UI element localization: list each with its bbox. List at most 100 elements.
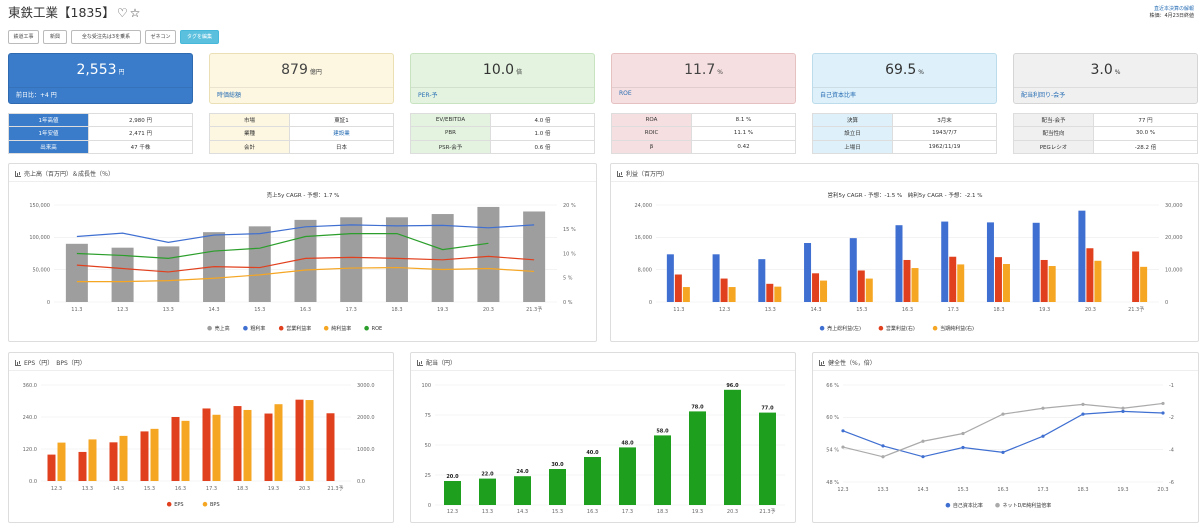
- kpi-value: 10.0 倍: [482, 62, 523, 78]
- bps-bar: [243, 409, 252, 481]
- kpi-card[interactable]: 10.0 倍 PER-予: [410, 53, 595, 104]
- heart-icon[interactable]: ♡: [116, 6, 128, 20]
- profit-bar: [1094, 260, 1102, 302]
- panel-header: 売上高（百万円）＆成長性（％）: [15, 169, 114, 178]
- table-row: PSR-会予 0.6 倍: [410, 139, 595, 154]
- eps-bar: [233, 406, 242, 481]
- bps-bar: [305, 400, 314, 481]
- x-tick-label: 12.3: [117, 307, 128, 313]
- x-tick-label: 21.3予: [1128, 306, 1144, 313]
- sales-bar: [111, 247, 134, 302]
- x-tick-label: 14.3: [917, 487, 928, 493]
- earnings-link[interactable]: 直近本決算の解報: [1153, 6, 1194, 12]
- kpi-card[interactable]: 69.5% 自己資本比率: [812, 53, 997, 104]
- sales-bar: [248, 226, 271, 302]
- metric-value[interactable]: 建設業: [289, 126, 394, 141]
- legend-swatch: [166, 501, 172, 507]
- profit-bar: [720, 278, 728, 302]
- data-label: 96.0: [726, 383, 739, 389]
- net-de-line-point: [1041, 406, 1045, 410]
- data-label: 77.0: [761, 406, 774, 412]
- x-tick-label: 12.3: [51, 486, 62, 492]
- net-de-line-point: [1001, 412, 1005, 416]
- y-tick-label: 100: [421, 383, 431, 389]
- tag-item[interactable]: 新興: [43, 30, 67, 44]
- y2-tick-label: 20 %: [563, 203, 576, 209]
- kpi-value: 69.5%: [885, 62, 924, 78]
- dividend-bar: [514, 476, 531, 505]
- net-de-line-point: [1081, 402, 1085, 406]
- legend-swatch: [364, 325, 369, 331]
- x-tick-label: 14.3: [113, 486, 124, 492]
- bps-bar: [119, 435, 128, 481]
- x-tick-label: 19.3: [692, 509, 703, 515]
- metric-label: 設立日: [812, 126, 893, 141]
- kpi-card[interactable]: 879 億円 時価総額: [209, 53, 394, 104]
- y-tick-label: 60 %: [826, 415, 839, 421]
- profit-bar: [895, 225, 903, 302]
- bar-chart-icon: [15, 360, 21, 366]
- legend-swatch: [945, 502, 951, 508]
- series-line: [76, 233, 489, 259]
- y2-tick-label: 2000.0: [357, 415, 375, 421]
- bar-chart-icon: [417, 360, 423, 366]
- profit-bar: [986, 222, 994, 302]
- dividend-chart: 100 75 50 25 0 20.0 22.0 24.0 30.0 40.0 48.0 58.0 78…: [421, 383, 785, 515]
- bps-bar: [57, 442, 66, 481]
- metric-value: 47 千株: [88, 139, 193, 154]
- metric-label: 1年高値: [8, 112, 89, 128]
- bar-chart-icon: [617, 171, 623, 177]
- equity-ratio-line-point: [921, 455, 925, 459]
- kpi-value: 3.0%: [1090, 62, 1121, 78]
- x-tick-label: 13.3: [877, 487, 888, 493]
- kpi-card[interactable]: 2,553 円前日比：+4 円: [8, 53, 193, 104]
- eps-bar: [171, 417, 180, 481]
- y2-tick-label: 15 %: [563, 227, 576, 233]
- x-tick-label: 12.3: [447, 509, 458, 515]
- table-row: ROA 8.1 %: [611, 112, 796, 128]
- top-links: 直近本決算の解報 株価：4月23日終値: [1149, 6, 1194, 20]
- y-tick-label: 66 %: [826, 383, 839, 389]
- y2-tick-label: 0.0: [357, 479, 365, 485]
- panel-header: 利益（百万円）: [617, 169, 668, 178]
- eps-bar: [202, 408, 211, 481]
- x-tick-label: 20.3: [1157, 487, 1168, 493]
- tag-item[interactable]: ゼネコン: [145, 30, 176, 44]
- sales-chart: 売上5y CAGR - 予想：1.7 % 150,000 100,000 50,000…: [29, 191, 576, 332]
- edit-tags-button[interactable]: タグを編集: [180, 30, 219, 44]
- bps-bar: [150, 428, 159, 481]
- table-row: PBR 1.0 倍: [410, 126, 595, 141]
- net-de-line-point: [1161, 401, 1165, 406]
- kpi-card[interactable]: 3.0% 配当利回り-会予: [1013, 53, 1198, 104]
- profit-bar: [911, 268, 919, 302]
- x-tick-label: 19.3: [268, 486, 279, 492]
- star-icon[interactable]: ☆: [129, 6, 141, 20]
- profit-bar: [728, 287, 736, 302]
- equity-ratio-line-point: [1041, 434, 1045, 438]
- metrics-table: 1年高値 2,980 円 1年安値 2,471 円出来高 47 千株: [8, 112, 193, 154]
- net-de-line-point: [841, 445, 845, 449]
- table-row: 決算 3月末: [812, 112, 997, 128]
- x-tick-label: 17.3: [206, 486, 217, 492]
- profit-bar: [865, 278, 873, 302]
- data-label: 48.0: [621, 440, 634, 446]
- kpi-card[interactable]: 11.7% ROE: [611, 53, 796, 104]
- tag-item[interactable]: 鉄道工事: [8, 30, 39, 44]
- profit-bar: [766, 283, 774, 302]
- legend-label: ネットD/E純利益倍率: [1003, 502, 1052, 509]
- metric-value: 0.6 倍: [490, 139, 595, 154]
- tag-item[interactable]: 全な受注先は3を乗系: [71, 30, 141, 44]
- profit-bar: [1048, 266, 1056, 302]
- table-row: PEGレシオ -28.2 倍: [1013, 139, 1198, 154]
- x-tick-label: 21.3予: [759, 508, 775, 515]
- y-tick-label: 0: [649, 300, 652, 306]
- dividend-bar: [619, 447, 636, 505]
- profit-bar: [666, 254, 674, 302]
- legend-swatch: [878, 325, 884, 331]
- metric-value: 1962/11/19: [892, 139, 997, 154]
- y-tick-label: 0: [428, 503, 431, 509]
- metrics-table: EV/EBITDA 4.0 倍 PBR 1.0 倍 PSR-会予 0.6 倍: [410, 112, 595, 154]
- legend-label: ROE: [372, 326, 383, 332]
- kpi-value: 879 億円: [281, 62, 322, 78]
- net-de-line-point: [921, 439, 925, 443]
